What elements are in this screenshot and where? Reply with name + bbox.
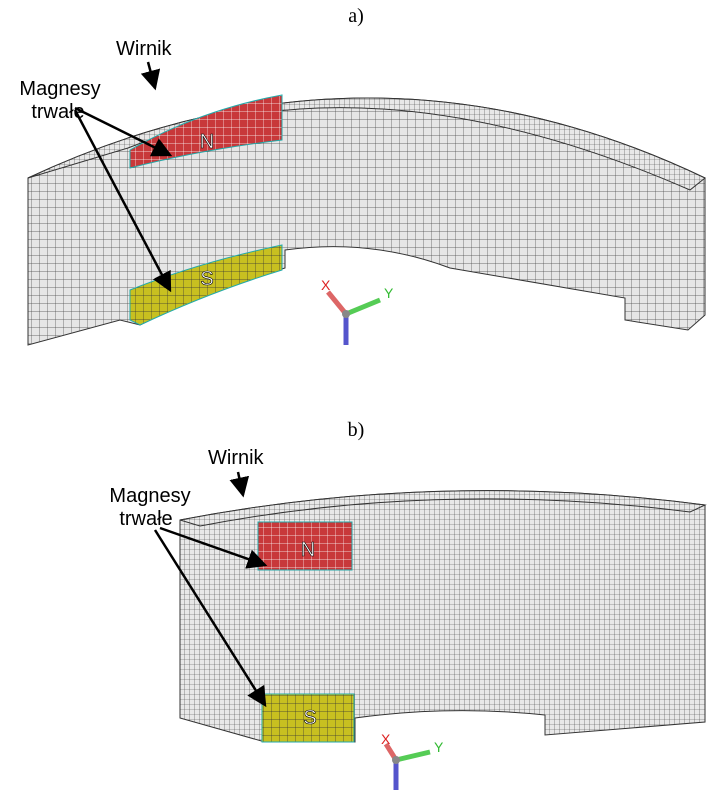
axis-triad: X Y [321,277,394,345]
arrow [148,62,155,88]
rotor-label: Wirnik [208,447,265,469]
magnets-label: Magnesy [19,78,100,100]
south-label: S [200,268,213,290]
north-label: N [200,131,214,153]
south-label: S [303,707,316,729]
axis-triad: X Y [381,731,444,790]
panel-b: b) N S Wirnik Magnesy trwałe X Y [109,419,705,790]
axis-y: Y [384,285,394,301]
panel-label: a) [348,5,364,27]
north-label: N [301,539,315,561]
axis-x: X [321,277,331,293]
panel-a: a) N S Wirnik Magnesy trwałe X Y [19,5,705,345]
magnets-label: Magnesy [109,485,190,507]
panel-label: b) [348,419,365,441]
rotor-label: Wirnik [116,38,173,60]
arrow [238,472,243,495]
figure: a) N S Wirnik Magnesy trwałe X Y b) N S … [0,0,708,796]
axis-y: Y [434,739,444,755]
axis-x: X [381,731,391,747]
magnets-label: trwałe [119,508,172,530]
